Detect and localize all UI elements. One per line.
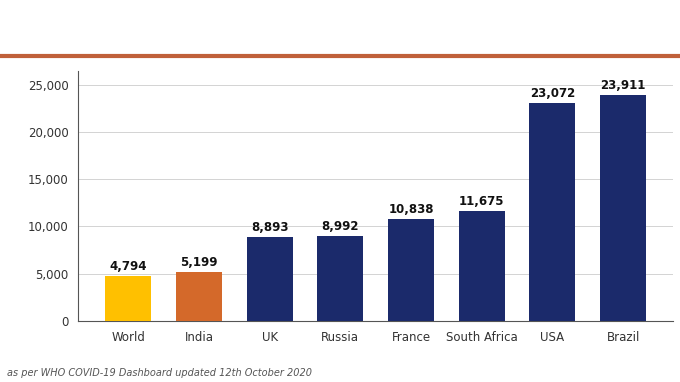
Bar — [388, 219, 434, 321]
Text: 4,794: 4,794 — [109, 260, 147, 273]
Bar — [600, 95, 646, 321]
Bar — [176, 272, 222, 321]
Text: as per WHO COVID-19 Dashboard updated 12th October 2020: as per WHO COVID-19 Dashboard updated 12… — [7, 368, 312, 378]
Text: 10,838: 10,838 — [388, 202, 434, 215]
Text: Cases per Million Population - Amongst the Lowest in the World: Cases per Million Population - Amongst t… — [10, 17, 680, 37]
Bar — [459, 210, 505, 321]
Text: 23,072: 23,072 — [530, 87, 575, 100]
Bar — [247, 237, 292, 321]
Text: 5,199: 5,199 — [180, 256, 218, 269]
Bar — [318, 236, 363, 321]
Text: 8,893: 8,893 — [251, 221, 288, 234]
Text: 8,992: 8,992 — [322, 220, 359, 233]
Text: 11,675: 11,675 — [459, 194, 505, 208]
Text: 23,911: 23,911 — [600, 79, 646, 92]
Bar — [105, 276, 151, 321]
Bar — [530, 103, 575, 321]
